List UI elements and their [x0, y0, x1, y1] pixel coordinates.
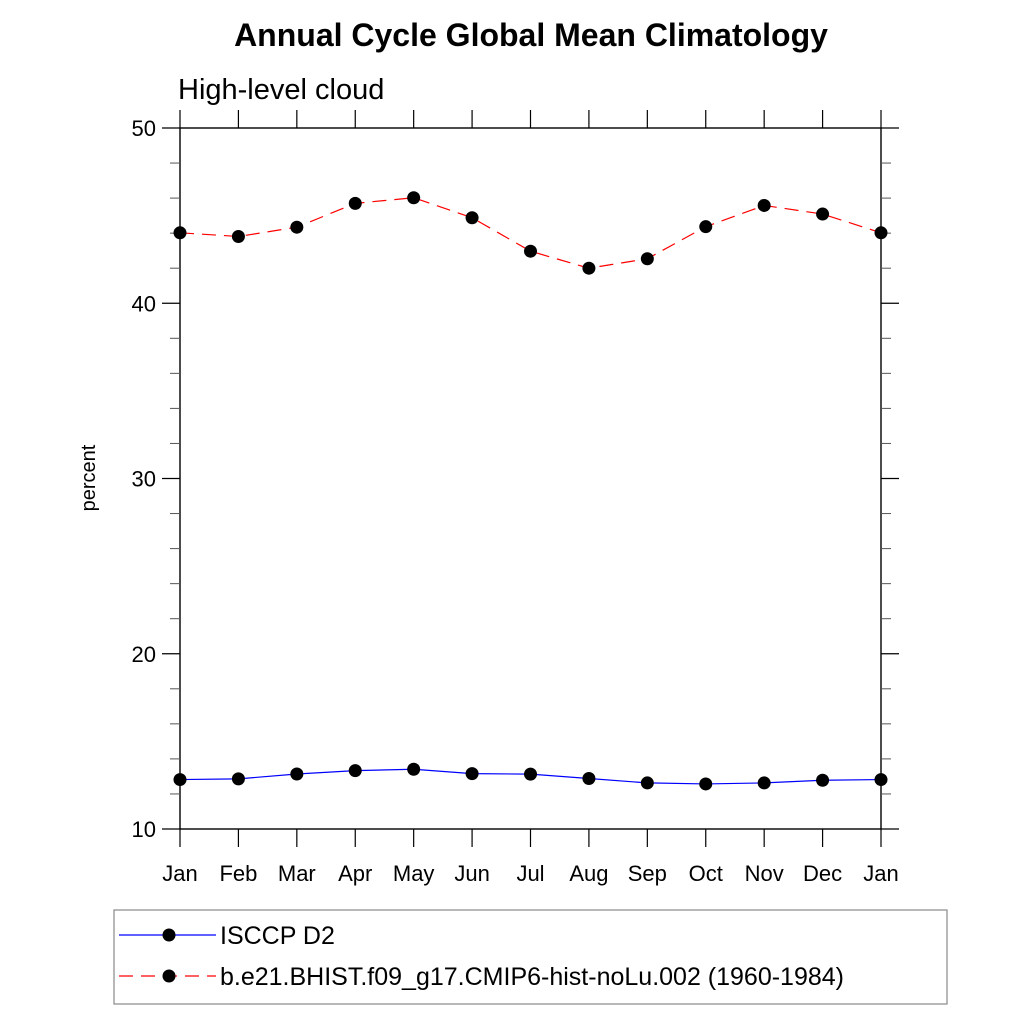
data-point	[524, 244, 537, 258]
x-tick-label: May	[393, 861, 435, 886]
y-tick-label: 30	[132, 467, 156, 492]
data-point	[640, 252, 654, 266]
chart-subtitle: High-level cloud	[178, 74, 384, 106]
data-point	[407, 191, 421, 205]
legend-label-1: b.e21.BHIST.f09_g17.CMIP6-hist-noLu.002 …	[220, 963, 844, 991]
series-layer	[173, 191, 888, 791]
x-tick-label: Nov	[745, 861, 784, 886]
plot-frame	[179, 127, 882, 830]
legend: ISCCP D2 b.e21.BHIST.f09_g17.CMIP6-hist-n…	[113, 909, 948, 1005]
legend-marker-0	[162, 928, 176, 942]
data-point	[699, 220, 713, 234]
data-point	[465, 211, 479, 225]
chart-title: Annual Cycle Global Mean Climatology	[234, 17, 828, 53]
y-tick-label: 10	[132, 817, 156, 842]
data-point	[173, 226, 187, 240]
y-tick-label: 50	[132, 116, 156, 141]
data-point	[640, 776, 654, 790]
y-tick-label: 40	[132, 291, 156, 316]
data-point	[874, 773, 888, 787]
x-tick-label: Dec	[803, 861, 842, 886]
data-point	[348, 764, 362, 778]
data-point	[465, 767, 479, 781]
data-point	[816, 207, 830, 221]
data-point	[348, 196, 362, 210]
y-tick-label: 20	[132, 642, 156, 667]
x-tick-label: Jun	[454, 861, 489, 886]
data-point	[582, 772, 596, 786]
legend-marker-1	[162, 969, 176, 983]
data-point	[173, 773, 187, 787]
data-point	[816, 773, 830, 787]
x-tick-label: Jan	[162, 861, 197, 886]
data-point	[524, 767, 537, 781]
data-point	[757, 776, 771, 790]
x-tick-label: Feb	[219, 861, 257, 886]
series-0	[173, 762, 888, 791]
x-tick-label: Jan	[863, 861, 898, 886]
x-tick-label: Apr	[338, 861, 372, 886]
data-point	[231, 772, 245, 786]
x-tick-label: Oct	[689, 861, 723, 886]
series-1	[173, 191, 888, 275]
x-tick-label: Mar	[278, 861, 316, 886]
y-axis-label: percent	[78, 444, 100, 511]
data-point	[757, 198, 771, 212]
x-tick-label: Aug	[569, 861, 608, 886]
data-point	[231, 229, 245, 243]
legend-box	[113, 909, 948, 1005]
data-point	[582, 261, 596, 275]
axes: 10 20 30 40 50 Jan Feb Mar Apr May Jun Jul Aug Sep Oct…	[132, 110, 899, 886]
x-tick-label: Sep	[628, 861, 667, 886]
data-point	[874, 226, 888, 240]
data-point	[699, 777, 713, 791]
data-point	[407, 762, 421, 776]
data-point	[290, 220, 304, 234]
x-tick-label: Jul	[516, 861, 544, 886]
data-point	[290, 767, 304, 781]
legend-label-0: ISCCP D2	[220, 922, 335, 950]
